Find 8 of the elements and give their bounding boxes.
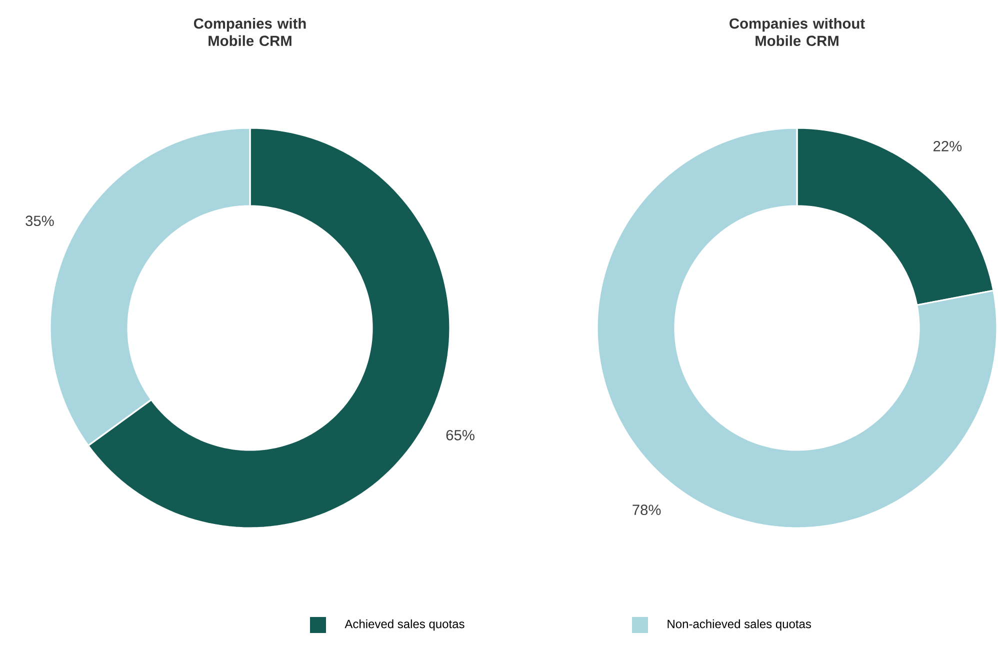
legend-label: Non-achieved sales quotas <box>668 619 812 631</box>
legend-label: Achieved sales quotas <box>344 619 464 631</box>
chart-title: Companies with Mobile CRM <box>194 18 306 46</box>
data-label: 35% <box>26 216 54 226</box>
data-label: 22% <box>934 141 962 152</box>
data-label: 78% <box>632 504 661 516</box>
data-label: 65% <box>446 430 474 440</box>
chart-title: Companies without Mobile CRM <box>730 18 865 46</box>
